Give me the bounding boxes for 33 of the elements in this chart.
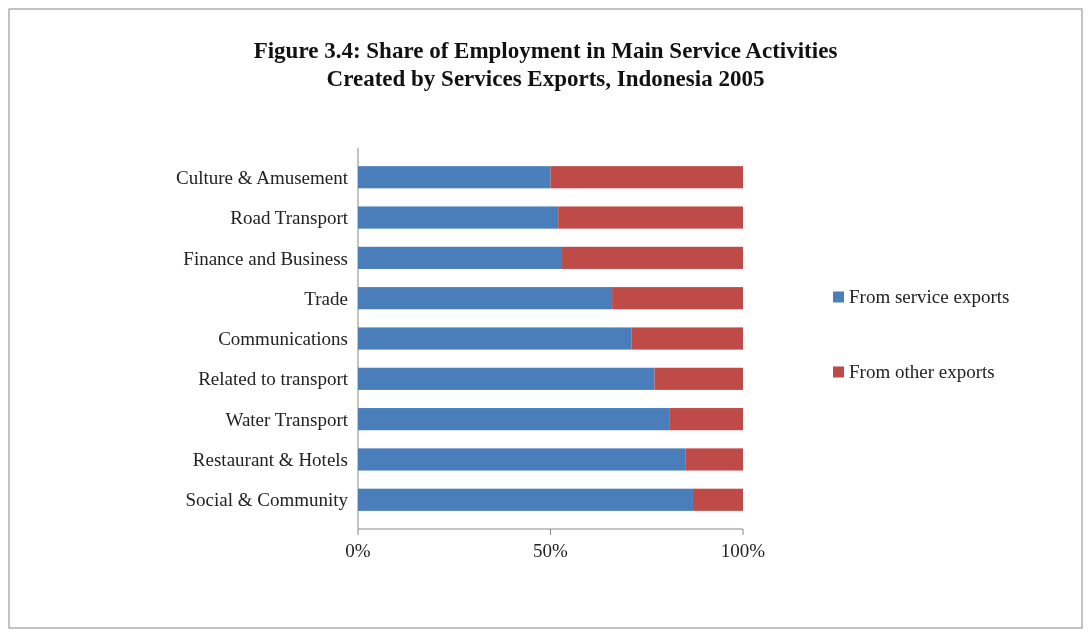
bar bbox=[358, 287, 613, 310]
legend-label: From other exports bbox=[849, 360, 995, 382]
bar bbox=[558, 206, 743, 229]
bar bbox=[550, 166, 743, 189]
y-tick-label: Water Transport bbox=[225, 408, 349, 430]
bar bbox=[562, 246, 743, 269]
bar bbox=[358, 448, 686, 471]
x-tick-label: 100% bbox=[720, 540, 766, 561]
bar bbox=[631, 327, 743, 350]
bar bbox=[692, 488, 743, 511]
bar bbox=[685, 448, 743, 471]
y-tick-label: Communications bbox=[218, 328, 348, 350]
bar bbox=[358, 327, 632, 350]
bar bbox=[358, 246, 563, 269]
bar bbox=[358, 488, 693, 511]
bar bbox=[612, 287, 743, 310]
x-tick-label: 50% bbox=[533, 540, 569, 561]
bar bbox=[358, 367, 655, 390]
bar bbox=[358, 206, 559, 229]
y-tick-label: Finance and Business bbox=[183, 247, 348, 269]
bar bbox=[654, 367, 743, 390]
bar bbox=[358, 408, 670, 431]
y-tick-label: Road Transport bbox=[230, 207, 349, 229]
bar bbox=[358, 166, 551, 189]
x-tick-label: 0% bbox=[345, 540, 371, 561]
y-tick-label: Related to transport bbox=[198, 368, 349, 390]
y-tick-label: Social & Community bbox=[185, 489, 349, 511]
y-tick-label: Trade bbox=[304, 287, 348, 309]
chart-title: Figure 3.4: Share of Employment in Main Service Activities Created by Services Exports, Indonesia 2005 bbox=[253, 38, 838, 91]
y-tick-label: Culture & Amusement bbox=[175, 166, 349, 188]
bar bbox=[669, 408, 743, 431]
legend-label: From service exports bbox=[849, 285, 1010, 307]
y-tick-label: Restaurant & Hotels bbox=[192, 449, 348, 471]
